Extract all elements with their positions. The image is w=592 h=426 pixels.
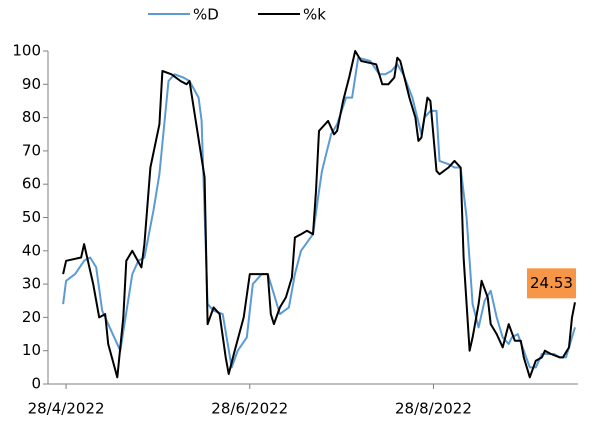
- x-tick-label: 28/6/2022: [211, 400, 288, 418]
- series-line: [62, 56, 576, 369]
- y-tick-label: 10: [22, 341, 41, 359]
- y-tick-label: 30: [22, 275, 41, 293]
- y-tick-label: 70: [22, 141, 41, 159]
- x-tick-label: 28/8/2022: [395, 400, 472, 418]
- series-line: [62, 50, 576, 379]
- annotation-box: [527, 268, 576, 299]
- y-tick-label: 20: [22, 308, 41, 326]
- y-tick-label: 40: [22, 241, 41, 259]
- y-tick-label: 80: [22, 108, 41, 126]
- x-tick-label: 28/4/2022: [28, 400, 105, 418]
- y-tick-label: 50: [22, 208, 41, 226]
- y-tick-label: 90: [22, 75, 41, 93]
- y-tick-label: 100: [12, 42, 41, 60]
- legend-label: %D: [193, 6, 219, 24]
- y-tick-label: 60: [22, 175, 41, 193]
- annotation-label: 24.53: [530, 274, 573, 292]
- y-tick-label: 0: [31, 375, 41, 393]
- legend-label: %k: [303, 6, 326, 24]
